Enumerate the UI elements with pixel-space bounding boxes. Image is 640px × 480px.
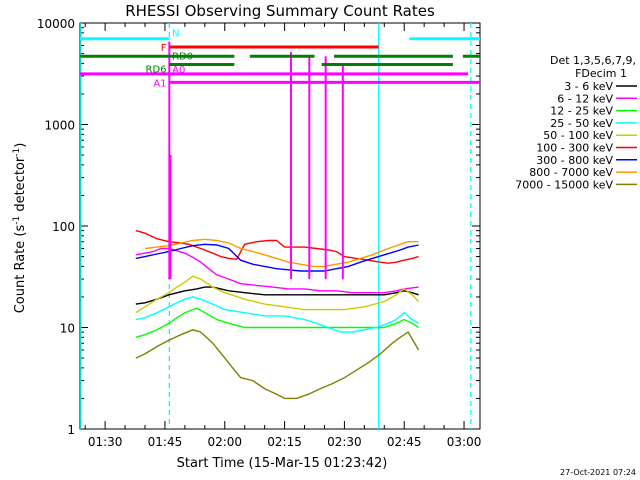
- legend-title-line-1: Det 1,3,5,6,7,9,: [550, 54, 636, 67]
- legend-label-800-7000-kev: 800 - 7000 keV: [529, 166, 613, 179]
- flag-label-a1: A1: [153, 78, 166, 89]
- series-line-12-25-kev: [135, 307, 419, 338]
- flag-label-f: F: [161, 43, 167, 54]
- legend-label-7000-15000-kev: 7000 - 15000 keV: [515, 178, 613, 191]
- legend-title-line-2: FDecim 1: [575, 67, 627, 80]
- y-axis-label-part-3: ): [13, 143, 28, 148]
- x-tick-label: 01:45: [148, 435, 183, 449]
- x-tick-label: 02:30: [327, 435, 362, 449]
- legend-label-3-6-kev: 3 - 6 keV: [564, 80, 613, 93]
- axis-ticks: 01:30 01:45 02:00 02:15 02:30 02:45 03:00 1 10 10…: [37, 17, 482, 449]
- series-line-50-100-kev: [135, 275, 420, 314]
- attenuator-verticals: [80, 23, 472, 429]
- flag-label-rd6: RD6: [146, 65, 167, 76]
- spike-lines: [168, 41, 344, 280]
- y-axis-label: Count Rate (s-1 detector-1): [12, 143, 28, 314]
- y-axis-label-sup-2: -1: [12, 148, 22, 157]
- x-tick-label: 03:00: [447, 435, 482, 449]
- x-tick-label: 02:15: [267, 435, 302, 449]
- plot-frame: [79, 22, 481, 430]
- series-line-7000-15000-kev: [135, 329, 420, 400]
- observing-flags: NF RD0 RD6 A0 A1: [80, 29, 480, 89]
- legend-label-12-25-kev: 12 - 25 keV: [550, 105, 613, 118]
- series-line-100-300-kev: [135, 229, 419, 264]
- y-axis-label-part-1: Count Rate (s: [13, 225, 28, 314]
- series-lines: [135, 229, 420, 400]
- series-line-25-50-kev: [135, 296, 419, 333]
- legend-label-100-300-kev: 100 - 300 keV: [536, 142, 613, 155]
- y-tick-label: 1000: [44, 119, 75, 133]
- series-line-300-800-kev: [135, 243, 419, 272]
- series-line-3-6-kev: [135, 286, 419, 305]
- x-axis-label: Start Time (15-Mar-15 01:23:42): [177, 456, 388, 471]
- legend-label-50-100-kev: 50 - 100 keV: [543, 129, 613, 142]
- series-line-800-7000-kev: [144, 238, 419, 268]
- legend-label-6-12-kev: 6 - 12 keV: [557, 92, 613, 105]
- y-axis-label-part-2: detector: [13, 156, 28, 216]
- y-tick-label: 100: [52, 220, 75, 234]
- y-tick-label: 10: [60, 322, 75, 336]
- y-tick-label: 1: [67, 423, 75, 437]
- y-tick-label: 10000: [37, 17, 75, 31]
- chart-title: RHESSI Observing Summary Count Rates: [125, 2, 435, 20]
- x-tick-label: 01:30: [88, 435, 123, 449]
- flag-label-a0: A0: [172, 65, 185, 76]
- y-axis-label-sup-1: -1: [12, 216, 22, 225]
- x-tick-label: 02:45: [387, 435, 422, 449]
- flag-label-rd0: RD0: [172, 51, 193, 62]
- legend-label-300-800-kev: 300 - 800 keV: [536, 154, 613, 167]
- generated-timestamp: 27-Oct-2021 07:24: [560, 468, 636, 477]
- legend-label-25-50-kev: 25 - 50 keV: [550, 117, 613, 130]
- flag-label-n: N: [172, 29, 179, 40]
- x-tick-label: 02:00: [207, 435, 242, 449]
